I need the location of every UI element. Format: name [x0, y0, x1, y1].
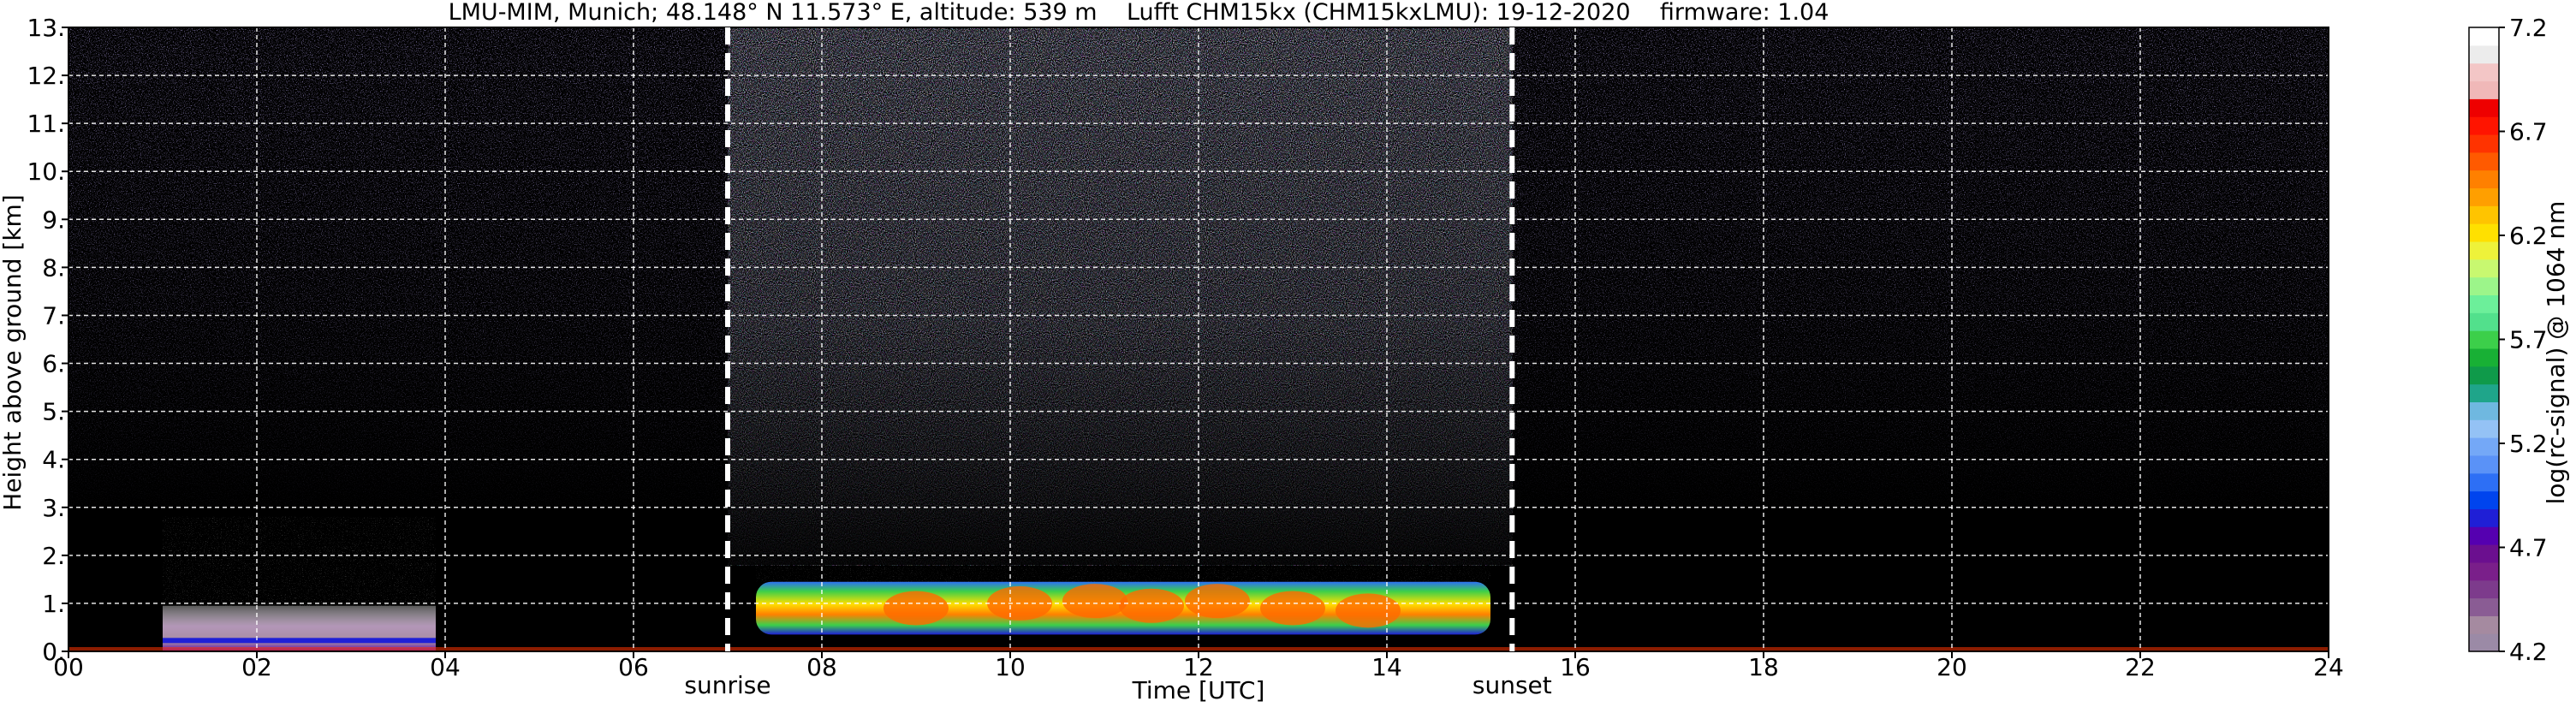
colorbar-tick-label: 4.2: [2509, 638, 2548, 666]
colorbar-segment: [2469, 312, 2499, 331]
colorbar-segment: [2469, 472, 2499, 492]
x-tick-label: 16: [1560, 653, 1591, 681]
colorbar-segment: [2469, 223, 2499, 242]
peak-signal-5: [1260, 591, 1325, 626]
x-tick-label: 00: [53, 653, 84, 681]
x-tick-label: 08: [806, 653, 837, 681]
colorbar-segment: [2469, 241, 2499, 260]
colorbar-segment: [2469, 526, 2499, 545]
y-tick-label: 5.: [42, 398, 65, 426]
colorbar-segment: [2469, 169, 2499, 189]
y-tick-label: 12.: [27, 62, 65, 90]
colorbar-segment: [2469, 258, 2499, 278]
sun-marker-label: sunrise: [684, 671, 770, 699]
colorbar-tick-label: 6.7: [2509, 118, 2548, 146]
colorbar-segment: [2469, 98, 2499, 117]
colorbar-segment: [2469, 62, 2499, 82]
colorbar-segment: [2469, 276, 2499, 296]
ground-signal: [68, 647, 2329, 651]
colorbar-segment: [2469, 401, 2499, 420]
colorbar-label: log(rc-signal) @ 1064 nm: [2542, 201, 2570, 505]
colorbar-segment: [2469, 437, 2499, 456]
day-fade: [728, 27, 1513, 566]
colorbar-tick-label: 5.7: [2509, 326, 2548, 354]
colorbar-segment: [2469, 633, 2499, 652]
colorbar-segment: [2469, 116, 2499, 135]
chart-title: LMU-MIM, Munich; 48.148° N 11.573° E, al…: [449, 0, 1829, 26]
y-tick-label: 8.: [42, 253, 65, 282]
colorbar-tick-label: 7.2: [2509, 14, 2548, 42]
x-tick-label: 04: [430, 653, 461, 681]
peak-signal-6: [1336, 593, 1401, 628]
y-tick-label: 3.: [42, 494, 65, 522]
x-axis: 00 02 04 06 08 10 12 14 16 18 20 22 24: [53, 651, 2344, 681]
y-tick-label: 13.: [27, 14, 65, 42]
y-axis-label: Height above ground [km]: [0, 194, 27, 511]
colorbar-segment: [2469, 454, 2499, 474]
x-tick-label: 24: [2313, 653, 2344, 681]
colorbar-segment: [2469, 45, 2499, 64]
colorbar-tick-label: 4.7: [2509, 534, 2548, 562]
colorbar-segment: [2469, 294, 2499, 313]
colorbar-segment: [2469, 615, 2499, 634]
colorbar-segment: [2469, 27, 2499, 46]
y-tick-label: 7.: [42, 301, 65, 330]
x-tick-label: 14: [1371, 653, 1402, 681]
colorbar-segment: [2469, 330, 2499, 349]
y-tick-label: 4.: [42, 446, 65, 474]
day-layer-top: [756, 567, 1490, 582]
night-aerosol-speckle: [163, 516, 436, 606]
colorbar-segment: [2469, 348, 2499, 367]
x-tick-label: 06: [618, 653, 649, 681]
y-tick-label: 9.: [42, 205, 65, 234]
sun-marker-label: sunset: [1472, 671, 1552, 699]
y-tick-label: 1.: [42, 590, 65, 618]
x-tick-label: 18: [1748, 653, 1779, 681]
sun-markers: sunrise sunset: [684, 27, 1552, 699]
colorbar-segment: [2469, 561, 2499, 581]
y-tick-label: 0.: [42, 638, 65, 666]
x-tick-label: 22: [2125, 653, 2156, 681]
peak-signal-0: [883, 591, 949, 626]
colorbar-segment: [2469, 152, 2499, 171]
colorbar-segment: [2469, 187, 2499, 206]
colorbar-segment: [2469, 544, 2499, 563]
colorbar-segment: [2469, 383, 2499, 402]
colorbar-segment: [2469, 205, 2499, 224]
colorbar-segment: [2469, 419, 2499, 438]
x-tick-label: 12: [1183, 653, 1214, 681]
y-tick-label: 11.: [27, 110, 65, 138]
x-tick-label: 02: [241, 653, 272, 681]
peak-signal-4: [1185, 584, 1250, 619]
colorbar-segment: [2469, 134, 2499, 153]
colorbar-segment: [2469, 579, 2499, 599]
colorbar-segment: [2469, 490, 2499, 509]
colorbar-segment: [2469, 80, 2499, 99]
y-tick-label: 2.: [42, 542, 65, 570]
colorbar-tick-label: 5.2: [2509, 430, 2548, 458]
colorbar: 4.2 4.7 5.2 5.7 6.2 6.7 7.2: [2468, 14, 2548, 666]
night-boundary-layer: [163, 605, 436, 651]
grid-lines: [68, 27, 2329, 652]
y-tick-label: 10.: [27, 157, 65, 186]
colorbar-segment: [2469, 597, 2499, 616]
x-tick-label: 20: [1936, 653, 1967, 681]
peak-signal-3: [1119, 588, 1184, 623]
peak-signal-2: [1062, 584, 1127, 619]
y-tick-label: 6.: [42, 350, 65, 378]
x-axis-label: Time [UTC]: [1132, 676, 1265, 704]
x-tick-label: 10: [995, 653, 1026, 681]
colorbar-segment: [2469, 508, 2499, 527]
colorbar-segment: [2469, 365, 2499, 385]
night-layer-base: [163, 638, 436, 644]
colorbar-tick-label: 6.2: [2509, 222, 2548, 250]
y-axis: 0. 1. 2. 3. 4. 5. 6. 7. 8. 9. 10. 11. 12. 13.: [27, 14, 68, 666]
